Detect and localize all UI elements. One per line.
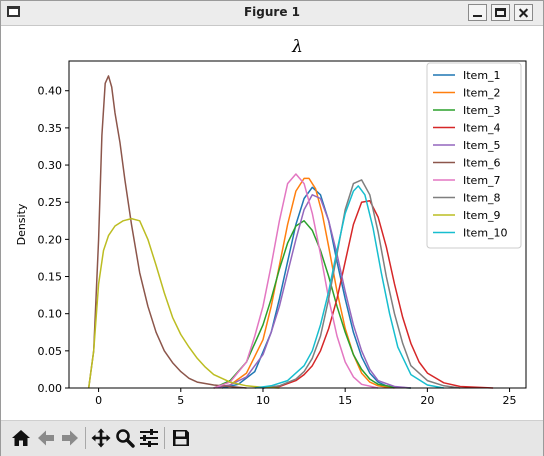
- zoom-button[interactable]: [114, 427, 136, 449]
- window-app-icon: [7, 6, 20, 17]
- forward-button[interactable]: [59, 427, 81, 449]
- x-tick-label: 10: [256, 394, 270, 407]
- y-tick-label: 0.30: [38, 159, 63, 172]
- y-tick-label: 0.25: [38, 196, 63, 209]
- minimize-button[interactable]: [468, 4, 487, 21]
- plot-frame: [68, 60, 527, 389]
- y-tick-label: 0.20: [38, 233, 63, 246]
- toolbar-separator: [164, 427, 165, 449]
- forward-arrow-icon: [62, 430, 78, 446]
- figure-canvas[interactable]: λ Density 0 5 10 15 20 25 0.00 0.05 0.10 0.15 0.20 0.…: [1, 26, 543, 420]
- navigation-toolbar: [1, 420, 543, 456]
- legend-entry: Item_1: [463, 69, 501, 82]
- maximize-button[interactable]: [491, 4, 510, 21]
- home-button[interactable]: [10, 427, 32, 449]
- y-tick-label: 0.00: [38, 382, 63, 395]
- legend-entry: Item_7: [463, 174, 501, 187]
- series-line-item-3: [213, 220, 411, 389]
- zoom-icon: [116, 429, 135, 448]
- legend-entry: Item_10: [463, 227, 508, 240]
- legend-entry: Item_9: [463, 209, 501, 222]
- legend-entry: Item_5: [463, 139, 501, 152]
- x-tick-label: 0: [95, 394, 102, 407]
- series-line-item-10: [254, 185, 444, 389]
- toolbar-separator: [85, 427, 86, 449]
- configure-subplots-icon: [140, 429, 158, 447]
- y-tick-label: 0.40: [38, 85, 63, 98]
- x-tick-label: 20: [420, 394, 434, 407]
- y-tick-label: 0.05: [38, 345, 63, 358]
- legend-entry: Item_8: [463, 192, 501, 205]
- series-line-item-2: [213, 177, 395, 389]
- close-button[interactable]: [514, 4, 533, 21]
- x-tick-label: 25: [503, 394, 517, 407]
- legend-entry: Item_2: [463, 87, 501, 100]
- y-tick-label: 0.35: [38, 122, 63, 135]
- y-tick-label: 0.10: [38, 308, 63, 321]
- legend-entry: Item_4: [463, 122, 501, 135]
- legend-entry: Item_6: [463, 157, 501, 170]
- series-line-item-5: [213, 194, 411, 389]
- chart-title: λ: [291, 37, 303, 57]
- back-button[interactable]: [35, 427, 57, 449]
- title-bar[interactable]: Figure 1: [1, 1, 543, 26]
- series-line-item-7: [213, 173, 379, 389]
- pan-button[interactable]: [90, 427, 112, 449]
- series-line-item-6: [87, 75, 247, 389]
- x-tick-label: 15: [338, 394, 352, 407]
- back-arrow-icon: [38, 430, 54, 446]
- density-plot: λ Density 0 5 10 15 20 25 0.00 0.05 0.10 0.15 0.20 0.…: [15, 37, 527, 407]
- chart-legend: Item_1 Item_2 Item_3 Item_4 Item_5 Item_6 Item…: [426, 62, 522, 249]
- series-line-item-9: [87, 217, 280, 389]
- home-icon: [12, 430, 30, 446]
- configure-subplots-button[interactable]: [138, 427, 160, 449]
- pan-icon: [91, 428, 111, 448]
- save-icon: [173, 430, 189, 446]
- save-button[interactable]: [170, 427, 192, 449]
- y-axis-label: Density: [15, 203, 28, 245]
- window-title: Figure 1: [243, 5, 301, 19]
- series-line-item-8: [262, 179, 461, 389]
- x-tick-label: 5: [177, 394, 184, 407]
- legend-entry: Item_3: [463, 104, 501, 117]
- y-tick-label: 0.15: [38, 271, 63, 284]
- series-line-item-4: [262, 199, 494, 389]
